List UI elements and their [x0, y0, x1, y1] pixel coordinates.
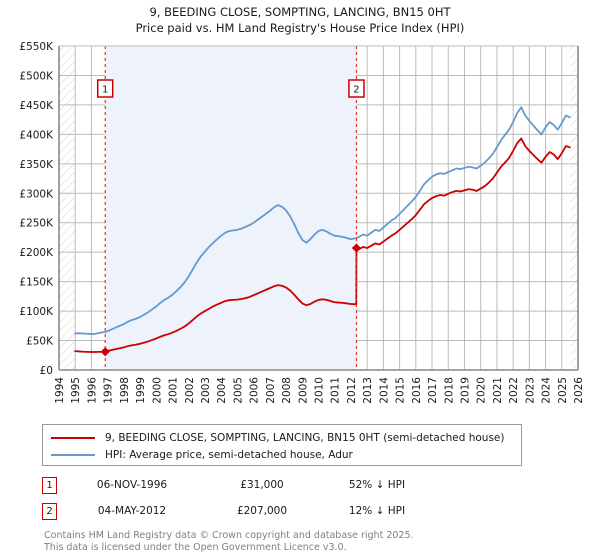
page-title: 9, BEEDING CLOSE, SOMPTING, LANCING, BN1… — [0, 4, 600, 36]
footer-line-2: This data is licensed under the Open Gov… — [44, 542, 347, 553]
legend-item-property: 9, BEEDING CLOSE, SOMPTING, LANCING, BN1… — [43, 429, 521, 446]
svg-text:£450K: £450K — [19, 100, 54, 112]
svg-text:2011: 2011 — [330, 377, 342, 404]
svg-text:2009: 2009 — [297, 377, 309, 404]
axis-lines — [58, 45, 579, 371]
sale-event-vertical-lines — [104, 46, 358, 370]
svg-text:£550K: £550K — [19, 41, 54, 53]
transaction-badge-2: 2 — [42, 502, 57, 520]
svg-text:£350K: £350K — [19, 159, 54, 171]
svg-text:2: 2 — [353, 85, 359, 96]
transactions-table: 1 06-NOV-1996 £31,000 52% ↓ HPI 2 04-MAY… — [42, 472, 542, 524]
table-row: 2 04-MAY-2012 £207,000 12% ↓ HPI — [42, 498, 542, 524]
svg-text:£0: £0 — [40, 365, 53, 377]
table-row: 1 06-NOV-1996 £31,000 52% ↓ HPI — [42, 472, 542, 498]
legend-swatch-property — [51, 436, 95, 439]
attribution-footer: Contains HM Land Registry data © Crown c… — [44, 530, 584, 554]
legend-swatch-hpi — [51, 453, 95, 456]
svg-text:£200K: £200K — [19, 247, 54, 259]
svg-text:2003: 2003 — [200, 377, 212, 404]
svg-text:2005: 2005 — [232, 377, 244, 404]
data-series-lines — [74, 106, 571, 353]
svg-text:1998: 1998 — [119, 377, 131, 404]
legend-label-property: 9, BEEDING CLOSE, SOMPTING, LANCING, BN1… — [105, 431, 505, 444]
svg-text:£500K: £500K — [19, 70, 54, 82]
svg-text:2020: 2020 — [476, 377, 488, 404]
svg-text:£300K: £300K — [19, 188, 54, 200]
svg-text:£100K: £100K — [19, 306, 54, 318]
svg-text:2016: 2016 — [411, 377, 423, 404]
out-of-range-hatching — [59, 46, 578, 370]
footer-line-1: Contains HM Land Registry data © Crown c… — [44, 530, 414, 541]
svg-text:2013: 2013 — [362, 377, 374, 404]
legend-label-hpi: HPI: Average price, semi-detached house,… — [105, 448, 353, 461]
legend-item-hpi: HPI: Average price, semi-detached house,… — [43, 446, 521, 463]
svg-text:2006: 2006 — [249, 377, 261, 404]
svg-text:2021: 2021 — [492, 377, 504, 404]
transaction-price-1: £31,000 — [240, 479, 284, 491]
svg-text:£400K: £400K — [19, 129, 54, 141]
svg-text:2026: 2026 — [573, 377, 585, 404]
svg-text:2008: 2008 — [281, 377, 293, 404]
transaction-price-2: £207,000 — [236, 505, 288, 517]
price-history-chart: £0 £50K £100K £150K £200K £250K £300K £350K £400… — [19, 41, 585, 404]
svg-text:2025: 2025 — [557, 377, 569, 404]
svg-text:£50K: £50K — [26, 336, 54, 348]
svg-text:2004: 2004 — [216, 377, 228, 404]
svg-text:1999: 1999 — [135, 377, 147, 404]
transaction-badge-1: 1 — [42, 476, 57, 494]
transaction-hpi-delta-2: 12% ↓ HPI — [348, 505, 406, 517]
x-axis-tick-labels: 1994 1995 1996 1997 1998 1999 2000 2001 2002 2003… — [54, 377, 585, 404]
svg-text:2024: 2024 — [541, 377, 553, 404]
svg-text:2007: 2007 — [265, 377, 277, 404]
transaction-hpi-delta-1: 52% ↓ HPI — [348, 479, 406, 491]
svg-text:2018: 2018 — [443, 377, 455, 404]
svg-text:2001: 2001 — [168, 377, 180, 404]
svg-text:1995: 1995 — [70, 377, 82, 404]
svg-text:1997: 1997 — [103, 377, 115, 404]
svg-text:2014: 2014 — [378, 377, 390, 404]
svg-text:2015: 2015 — [395, 377, 407, 404]
sale-event-points — [100, 243, 362, 357]
svg-text:2010: 2010 — [314, 377, 326, 404]
title-line-2: Price paid vs. HM Land Registry's House … — [135, 21, 465, 35]
svg-text:2002: 2002 — [184, 377, 196, 404]
title-line-1: 9, BEEDING CLOSE, SOMPTING, LANCING, BN1… — [149, 5, 451, 19]
svg-text:2022: 2022 — [508, 377, 520, 404]
svg-text:£150K: £150K — [19, 277, 54, 289]
svg-text:2017: 2017 — [427, 377, 439, 404]
ownership-span-shading — [105, 46, 357, 370]
svg-text:1: 1 — [102, 85, 108, 96]
svg-text:£250K: £250K — [19, 218, 54, 230]
svg-text:1994: 1994 — [54, 377, 66, 404]
transaction-date-1: 06-NOV-1996 — [96, 479, 168, 491]
chart-legend: 9, BEEDING CLOSE, SOMPTING, LANCING, BN1… — [42, 424, 522, 466]
svg-text:1996: 1996 — [86, 377, 98, 404]
transaction-date-2: 04-MAY-2012 — [97, 505, 167, 517]
svg-text:2019: 2019 — [459, 377, 471, 404]
svg-text:2012: 2012 — [346, 377, 358, 404]
svg-text:2023: 2023 — [524, 377, 536, 404]
y-axis-tick-labels: £0 £50K £100K £150K £200K £250K £300K £350K £400… — [19, 41, 54, 377]
svg-text:2000: 2000 — [151, 377, 163, 404]
